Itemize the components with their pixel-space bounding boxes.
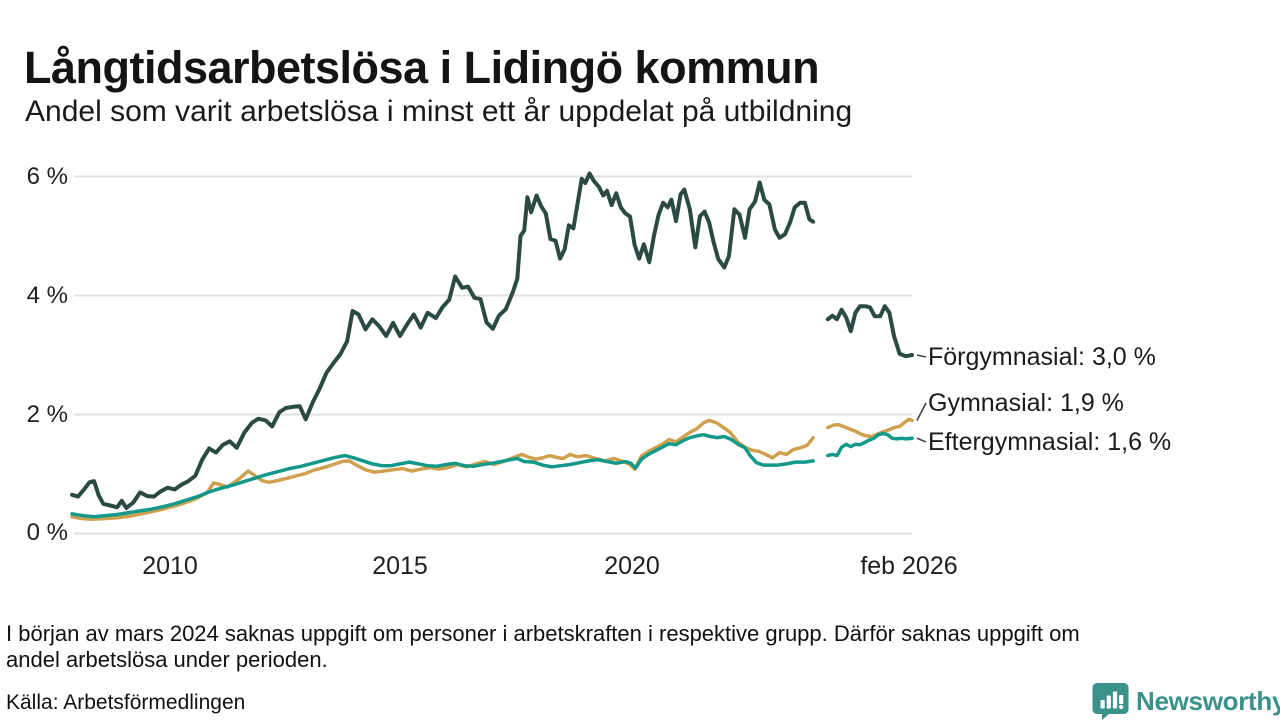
y-axis-tick-4: 4 % xyxy=(26,282,68,309)
y-axis-tick-0: 0 % xyxy=(26,519,68,546)
series-label-forgymnasial: Förgymnasial: 3,0 % xyxy=(928,343,1156,371)
label-connector-gymnasial xyxy=(916,402,927,421)
series-line-förgymnasial xyxy=(70,171,816,510)
series-label-gymnasial: Gymnasial: 1,9 % xyxy=(928,389,1124,417)
footnote-line-1: I början av mars 2024 saknas uppgift om … xyxy=(6,621,1080,646)
series-label-eftergymnasial: Eftergymnasial: 1,6 % xyxy=(928,428,1172,456)
x-axis-tick-feb-2026: feb 2026 xyxy=(860,552,958,580)
x-axis-tick-2010: 2010 xyxy=(142,552,198,580)
page-subtitle: Andel som varit arbetslösa i minst ett å… xyxy=(25,95,853,128)
x-axis-tick-2020: 2020 xyxy=(604,552,660,580)
series-line-gymnasial xyxy=(70,418,815,521)
y-axis-tick-6: 6 % xyxy=(26,163,68,190)
series-line-eftergymnasial xyxy=(70,432,815,519)
newsworthy-wordmark: Newsworthy xyxy=(1136,685,1280,716)
bar-chart-speech-bubble-icon xyxy=(1092,682,1129,720)
page-title: Långtidsarbetslösa i Lidingö kommun xyxy=(24,42,820,94)
source-credit: Källa: Arbetsförmedlingen xyxy=(6,691,246,714)
series-line-eftergymnasial xyxy=(826,431,914,458)
series-line-gymnasial xyxy=(826,417,914,439)
newsworthy-logo[interactable]: Newsworthy xyxy=(1092,682,1280,720)
footnote-line-2: andel arbetslösa under perioden. xyxy=(6,647,328,672)
label-connector-förgymnasial xyxy=(916,354,927,358)
label-connector-eftergymnasial xyxy=(916,437,927,443)
x-axis-tick-2015: 2015 xyxy=(372,552,428,580)
y-axis-tick-2: 2 % xyxy=(26,401,68,428)
series-line-förgymnasial xyxy=(825,304,914,359)
